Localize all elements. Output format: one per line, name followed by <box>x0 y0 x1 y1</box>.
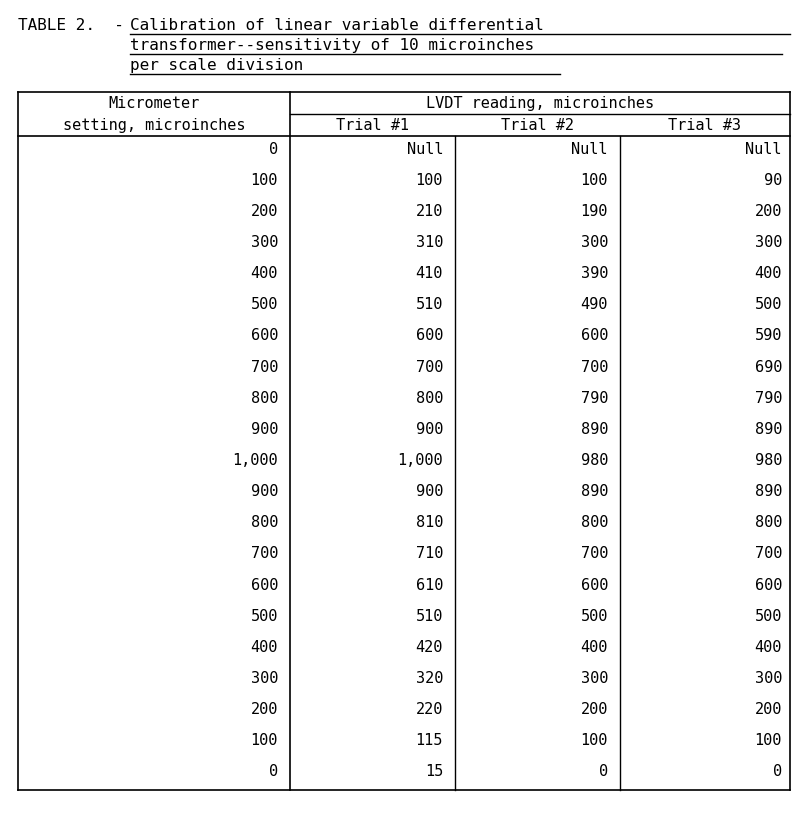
Text: 810: 810 <box>416 515 443 530</box>
Text: 700: 700 <box>581 359 608 375</box>
Text: 500: 500 <box>250 609 278 624</box>
Text: 500: 500 <box>754 298 782 313</box>
Text: Micrometer: Micrometer <box>108 96 200 111</box>
Text: 890: 890 <box>754 484 782 499</box>
Text: 510: 510 <box>416 298 443 313</box>
Text: 200: 200 <box>250 204 278 219</box>
Text: 700: 700 <box>416 359 443 375</box>
Text: 300: 300 <box>754 671 782 686</box>
Text: 0: 0 <box>269 141 278 156</box>
Text: Null: Null <box>571 141 608 156</box>
Text: 200: 200 <box>581 702 608 717</box>
Text: 710: 710 <box>416 547 443 562</box>
Text: 190: 190 <box>581 204 608 219</box>
Text: 900: 900 <box>250 484 278 499</box>
Text: 210: 210 <box>416 204 443 219</box>
Text: 890: 890 <box>754 422 782 437</box>
Text: 300: 300 <box>581 671 608 686</box>
Text: 90: 90 <box>764 173 782 188</box>
Text: 310: 310 <box>416 235 443 250</box>
Text: 600: 600 <box>581 329 608 344</box>
Text: 600: 600 <box>250 329 278 344</box>
Text: 800: 800 <box>416 390 443 405</box>
Text: Trial #3: Trial #3 <box>669 118 742 133</box>
Text: 0: 0 <box>773 764 782 779</box>
Text: 800: 800 <box>250 390 278 405</box>
Text: 800: 800 <box>250 515 278 530</box>
Text: 500: 500 <box>250 298 278 313</box>
Text: 400: 400 <box>250 640 278 655</box>
Text: 490: 490 <box>581 298 608 313</box>
Text: 100: 100 <box>250 173 278 188</box>
Text: 0: 0 <box>269 764 278 779</box>
Text: 410: 410 <box>416 266 443 281</box>
Text: 100: 100 <box>416 173 443 188</box>
Text: 600: 600 <box>581 578 608 593</box>
Text: Null: Null <box>746 141 782 156</box>
Text: 690: 690 <box>754 359 782 375</box>
Text: LVDT reading, microinches: LVDT reading, microinches <box>426 96 654 111</box>
Text: 700: 700 <box>581 547 608 562</box>
Text: Trial #1: Trial #1 <box>336 118 409 133</box>
Text: 300: 300 <box>754 235 782 250</box>
Text: 890: 890 <box>581 422 608 437</box>
Text: 300: 300 <box>250 235 278 250</box>
Text: 700: 700 <box>754 547 782 562</box>
Text: TABLE 2.  -: TABLE 2. - <box>18 18 134 33</box>
Text: 900: 900 <box>416 422 443 437</box>
Text: 400: 400 <box>754 640 782 655</box>
Text: 800: 800 <box>754 515 782 530</box>
Text: 900: 900 <box>416 484 443 499</box>
Text: 790: 790 <box>754 390 782 405</box>
Text: 1,000: 1,000 <box>398 453 443 468</box>
Text: 890: 890 <box>581 484 608 499</box>
Text: 100: 100 <box>581 733 608 748</box>
Text: 600: 600 <box>250 578 278 593</box>
Text: 590: 590 <box>754 329 782 344</box>
Text: 500: 500 <box>581 609 608 624</box>
Text: 600: 600 <box>754 578 782 593</box>
Text: 100: 100 <box>581 173 608 188</box>
Text: 100: 100 <box>754 733 782 748</box>
Text: 700: 700 <box>250 359 278 375</box>
Text: 400: 400 <box>754 266 782 281</box>
Text: 220: 220 <box>416 702 443 717</box>
Text: 200: 200 <box>754 204 782 219</box>
Text: 790: 790 <box>581 390 608 405</box>
Text: 980: 980 <box>581 453 608 468</box>
Text: 900: 900 <box>250 422 278 437</box>
Text: 600: 600 <box>416 329 443 344</box>
Text: 320: 320 <box>416 671 443 686</box>
Text: 400: 400 <box>581 640 608 655</box>
Text: 400: 400 <box>250 266 278 281</box>
Text: 510: 510 <box>416 609 443 624</box>
Text: 300: 300 <box>581 235 608 250</box>
Text: 115: 115 <box>416 733 443 748</box>
Text: transformer--sensitivity of 10 microinches: transformer--sensitivity of 10 microinch… <box>130 38 534 53</box>
Text: 200: 200 <box>250 702 278 717</box>
Text: 390: 390 <box>581 266 608 281</box>
Text: Null: Null <box>406 141 443 156</box>
Text: 15: 15 <box>425 764 443 779</box>
Text: per scale division: per scale division <box>130 58 303 73</box>
Text: 200: 200 <box>754 702 782 717</box>
Text: 100: 100 <box>250 733 278 748</box>
Text: 800: 800 <box>581 515 608 530</box>
Text: 0: 0 <box>599 764 608 779</box>
Text: setting, microinches: setting, microinches <box>62 118 246 133</box>
Text: 420: 420 <box>416 640 443 655</box>
Text: Trial #2: Trial #2 <box>501 118 574 133</box>
Text: 1,000: 1,000 <box>232 453 278 468</box>
Text: 610: 610 <box>416 578 443 593</box>
Text: 700: 700 <box>250 547 278 562</box>
Text: 300: 300 <box>250 671 278 686</box>
Text: Calibration of linear variable differential: Calibration of linear variable different… <box>130 18 544 33</box>
Text: 980: 980 <box>754 453 782 468</box>
Text: 500: 500 <box>754 609 782 624</box>
